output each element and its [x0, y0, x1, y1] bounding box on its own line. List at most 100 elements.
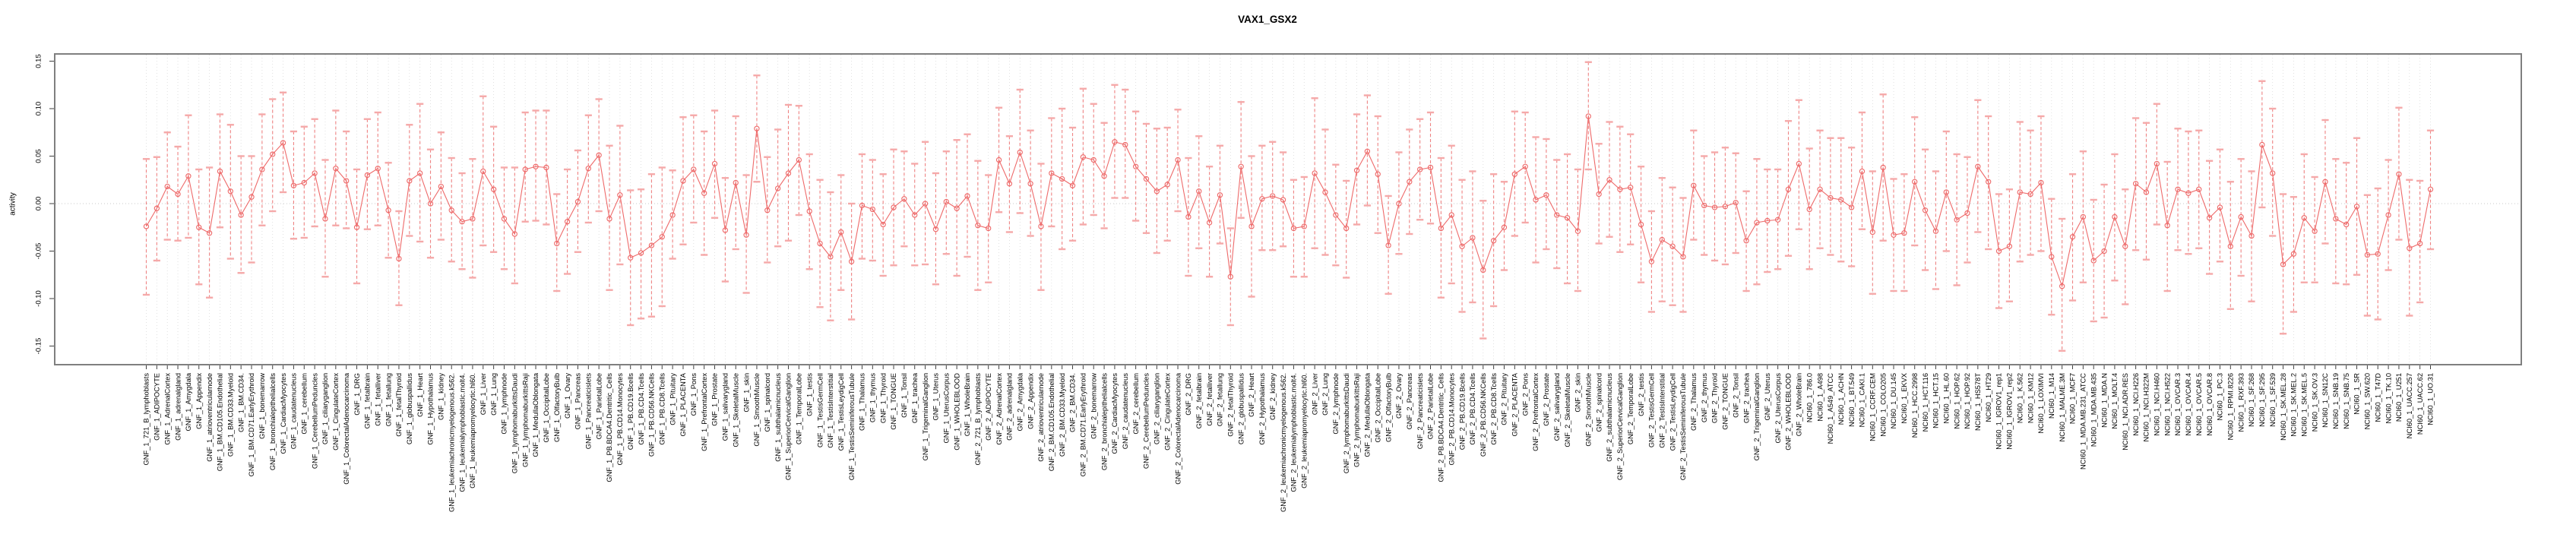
data-point	[1901, 230, 1907, 236]
x-axis-label: NCI60_1_A549_ATCC	[1827, 373, 1834, 444]
data-point	[1680, 254, 1686, 260]
x-axis-label: GNF_2_atrioventricularnode	[1037, 373, 1045, 462]
x-axis-label: GNF_1_PB.BDCA4.Dentritic_Cells	[606, 373, 613, 482]
data-point	[1049, 170, 1055, 176]
x-axis-label: GNF_2_lymphomaburkittsRaji	[1353, 373, 1361, 467]
x-axis-label: GNF_2_TestisSeminiferousTubule	[1679, 373, 1687, 480]
x-axis-label: GNF_1_PLACENTA	[679, 372, 687, 436]
data-point	[407, 178, 413, 184]
x-axis-label: GNF_1_PB.CD14.Monocytes	[616, 373, 624, 466]
x-axis-label: GNF_1_PB.CD56.NKCells	[648, 373, 656, 457]
data-point	[1701, 202, 1707, 209]
data-point	[2427, 186, 2434, 192]
data-point	[196, 224, 202, 230]
data-point	[1596, 191, 1602, 198]
x-axis-label: GNF_1_BM.CD105.Endothelial	[217, 373, 224, 471]
x-axis-label: GNF_1_CardiacMyocytes	[280, 373, 287, 454]
data-point	[301, 179, 307, 186]
data-point	[1375, 171, 1381, 177]
data-point	[1859, 168, 1866, 175]
x-axis-label: NCI60_1_SF.295	[2258, 373, 2266, 427]
data-point	[1227, 274, 1233, 280]
data-point	[1407, 179, 1413, 185]
data-point	[1217, 192, 1223, 198]
data-point	[280, 140, 286, 146]
x-axis-label: GNF_1_721_B_lymphoblasts	[143, 373, 150, 466]
x-axis-label: GNF_1_Pons	[690, 373, 698, 416]
data-point	[2164, 223, 2170, 229]
data-point	[922, 201, 929, 207]
x-axis-label: GNF_2_fetalThyroid	[1227, 373, 1235, 437]
data-point	[901, 196, 907, 202]
x-axis-label: GNF_2_SuperiorCervicalGanglion	[1616, 373, 1624, 480]
data-point	[1132, 163, 1139, 169]
x-axis-label: GNF_1_ciliaryganglion	[321, 373, 329, 444]
x-axis-label: GNF_2_AdrenalCortex	[995, 373, 1003, 445]
x-axis-label: NCI60_1_CAKI.1	[1859, 373, 1866, 427]
x-axis-label: GNF_2_BM.CD105.Endothelial	[1048, 373, 1055, 471]
data-point	[417, 170, 423, 176]
x-axis-label: GNF_1_Appendix	[195, 373, 203, 429]
data-point	[817, 240, 823, 247]
x-axis-label: NCI60_1_HL.60	[1942, 373, 1950, 424]
x-axis-label: NCI60_1_HOP.92	[1964, 373, 1971, 429]
data-point	[2353, 204, 2360, 210]
data-point	[2185, 190, 2191, 196]
x-axis-label: GNF_1_TrigeminalGanglion	[922, 373, 929, 460]
x-axis-label: NCI60_1_DU.145	[1890, 373, 1897, 428]
x-axis-label: GNF_2_Uterus	[1764, 373, 1771, 421]
data-point	[1533, 197, 1539, 203]
x-axis-label: GNF_2_subthalamicnucleus	[1606, 373, 1613, 462]
data-point	[1691, 182, 1697, 188]
data-point	[1343, 225, 1350, 232]
data-point	[501, 216, 508, 222]
data-point	[1017, 149, 1023, 156]
y-axis-tick-label: -0.05	[35, 243, 43, 260]
data-point	[375, 166, 381, 172]
data-point	[364, 172, 371, 179]
x-axis-label: NCI60_1_SF.268	[2248, 373, 2255, 427]
x-axis-label: GNF_2_adrenalgland	[1006, 373, 1014, 441]
x-axis-label: GNF_1_DRG	[353, 373, 361, 416]
data-point	[1290, 225, 1297, 232]
data-point	[1522, 163, 1528, 169]
x-axis-label: GNF_2_OccipitalLobe	[1374, 373, 1381, 442]
data-point	[1733, 200, 1739, 206]
data-point	[1238, 163, 1244, 169]
x-axis-label: NCI60_1_SF.539	[2269, 373, 2277, 427]
data-point	[775, 185, 781, 191]
data-point	[1574, 228, 1581, 234]
x-axis-label: GNF_2_Pons	[1521, 373, 1529, 416]
x-axis-label: GNF_2_globuspallidus	[1237, 373, 1245, 444]
x-axis-label: GNF_1_Thyroid	[879, 373, 887, 423]
x-axis-label: GNF_1_Thalamus	[859, 373, 866, 431]
data-point	[322, 216, 328, 222]
data-point	[564, 219, 571, 225]
data-point	[2122, 243, 2128, 249]
x-axis-label: NCI60_1_ACHN	[1837, 373, 1845, 425]
x-axis-label: NCI60_1_NCI.H460	[2154, 373, 2161, 436]
x-axis-label: NCI60_1_NCI.H522	[2163, 373, 2171, 436]
x-axis-label: GNF_1_PB.CD4.Tcells	[638, 373, 645, 445]
x-axis-label: NCI60_1_SK.OV.3	[2311, 373, 2318, 432]
error-bars	[142, 61, 2435, 352]
x-axis-label: GNF_1_Amygdala	[185, 372, 192, 431]
data-point	[1112, 139, 1118, 145]
x-axis-label: GNF_2_Amygdala	[1016, 372, 1024, 431]
data-point	[1954, 217, 1960, 223]
data-point	[1385, 242, 1391, 248]
x-axis-label: GNF_2_BM.CD34.	[1069, 373, 1077, 432]
data-point	[1511, 171, 1517, 177]
data-point	[448, 207, 454, 213]
data-point	[2375, 251, 2381, 257]
x-axis-label: GNF_1_WHOLEBLOOD	[953, 373, 960, 451]
data-point	[2248, 232, 2255, 239]
data-point	[185, 173, 191, 179]
data-point	[1480, 267, 1486, 274]
x-axis-label: GNF_1_spinalcord	[764, 373, 771, 432]
data-point	[227, 188, 233, 194]
x-axis-label: NCI60_1_IGROV1_rep1	[1995, 373, 2003, 450]
x-axis-label: GNF_2_BM.CD71.EarlyErythroid	[1080, 373, 1087, 476]
data-point	[554, 240, 560, 247]
data-point	[1638, 221, 1644, 228]
